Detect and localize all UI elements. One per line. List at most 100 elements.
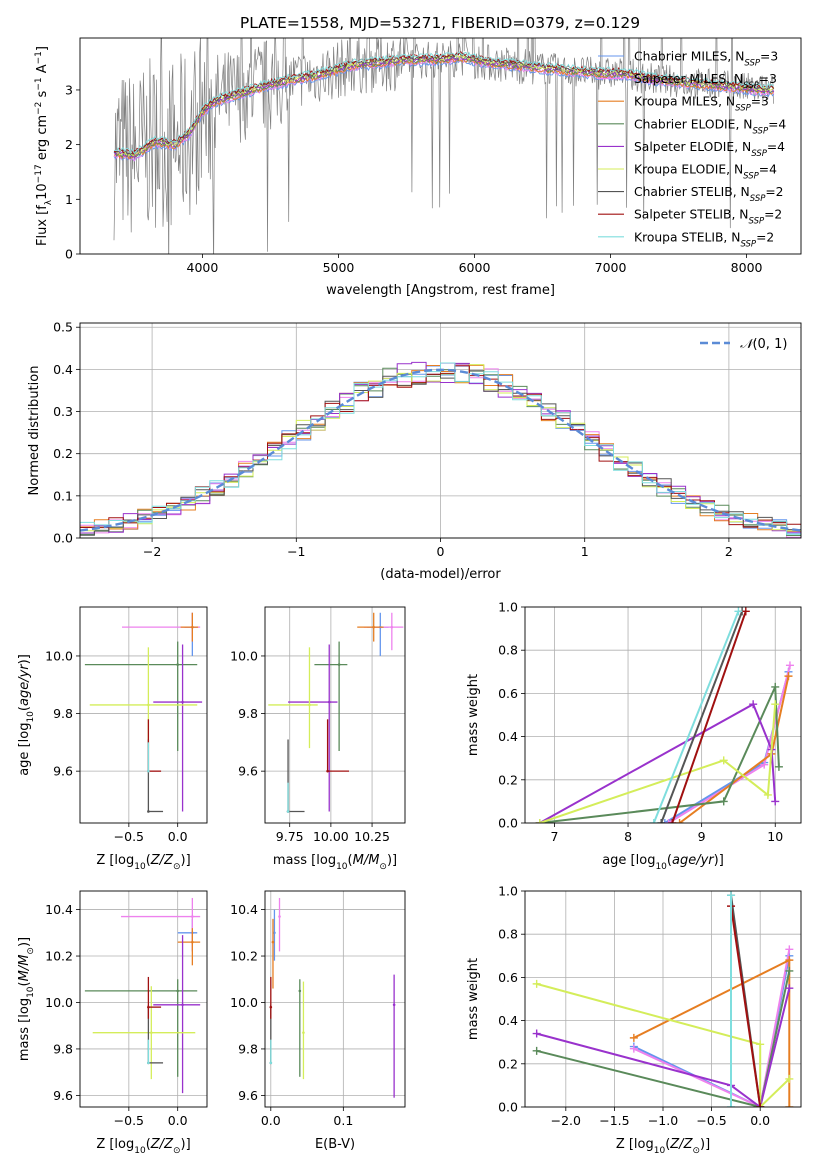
y-tick-label: 0.6 xyxy=(498,686,518,701)
legend-label-sub: SSP xyxy=(743,81,759,91)
x-axis-label-part: M/M xyxy=(353,853,380,868)
y-tick-label: 0.4 xyxy=(498,729,518,744)
x-axis-label-part: mass [log xyxy=(273,853,336,868)
legend-label-text: Salpeter MILES, N xyxy=(634,72,743,86)
x-axis-label-part: 10 xyxy=(336,862,348,872)
x-axis-label-part: Z [log xyxy=(96,853,134,868)
x-axis-label-part: wavelength [Angstrom, rest frame] xyxy=(326,283,555,298)
age_vs_mass-axes: 9.75 10.00 10.25 9.6 9.8 10.0 mass [log10(M/M⊙… xyxy=(230,606,406,872)
x-axis-label-part: ⊙ xyxy=(692,1146,700,1156)
x-axis-label-part: (data-model)/error xyxy=(380,567,501,582)
weight-marker xyxy=(719,797,728,806)
weight-marker xyxy=(727,1103,736,1107)
data-point xyxy=(273,931,276,935)
weight-marker xyxy=(741,607,750,616)
y-axis-label-part: A xyxy=(35,64,50,77)
legend-label: Kroupa STELIB, NSSP=2 xyxy=(634,230,774,249)
mass_vs_ebv-points xyxy=(269,897,396,1098)
plot-frame xyxy=(524,890,802,1108)
x-axis-label-part: age [log xyxy=(602,853,655,868)
y-tick-label: 10.0 xyxy=(230,648,258,663)
data-point xyxy=(278,915,281,918)
weight-marker xyxy=(675,819,684,823)
x-tick-label: −1.5 xyxy=(599,1113,629,1128)
data-point xyxy=(298,989,302,993)
weight-marker xyxy=(756,1040,765,1049)
x-tick-label: −2.0 xyxy=(551,1113,581,1128)
plot-frame xyxy=(79,890,208,1108)
y-axis-label: mass weight xyxy=(466,958,481,1040)
weight-marker xyxy=(727,891,736,900)
y-axis-label-part: )] xyxy=(17,654,32,664)
legend-label-value: =3 xyxy=(759,72,777,86)
weight-marker xyxy=(785,1074,794,1083)
model-spectrum-kroupa-stelib xyxy=(114,51,774,155)
data-point xyxy=(271,940,275,944)
y-axis-label-part: Normed distribution xyxy=(27,366,42,496)
x-axis-label: Z [log10(Z/Z⊙)] xyxy=(616,1137,710,1156)
legend-label-value: =3 xyxy=(760,50,778,64)
y-tick-label: 2 xyxy=(65,137,73,152)
x-tick-label: 0.0 xyxy=(261,1113,281,1128)
weight-line xyxy=(536,970,791,1107)
weight-marker xyxy=(784,672,793,681)
y-tick-label: 0.8 xyxy=(498,643,518,658)
legend-label: Chabrier ELODIE, NSSP=4 xyxy=(634,117,786,136)
x-axis-label-part: Z [log xyxy=(96,1137,134,1152)
y-tick-label: 0.2 xyxy=(498,772,518,787)
y-tick-label: 10.0 xyxy=(45,648,73,663)
x-axis-label-part: )] xyxy=(714,853,724,868)
y-axis-label-part: −2 xyxy=(34,102,44,115)
weight-line xyxy=(539,686,780,823)
legend-label-text: Chabrier STELIB, N xyxy=(634,185,750,199)
weight-line xyxy=(536,987,791,1107)
legend-label: Kroupa ELODIE, NSSP=4 xyxy=(634,163,777,182)
x-tick-label: −1.0 xyxy=(648,1113,678,1128)
legend-label: Salpeter ELODIE, NSSP=4 xyxy=(634,140,785,159)
weight-marker xyxy=(771,797,780,806)
y-axis-label-part: erg cm xyxy=(35,115,50,164)
legend-label-sub: SSP xyxy=(743,172,759,182)
y-tick-label: 1 xyxy=(65,192,73,207)
x-axis-label-part: Z/Z xyxy=(150,1137,174,1152)
y-tick-label: 9.8 xyxy=(53,1041,73,1056)
x-tick-label: 8 xyxy=(624,829,632,844)
x-axis-label: Z [log10(Z/Z⊙)] xyxy=(96,1137,190,1156)
y-axis-label: mass weight xyxy=(466,674,481,756)
x-tick-label: 6000 xyxy=(459,260,491,275)
y-axis-label-part: 10 xyxy=(26,986,36,998)
weight-marker xyxy=(785,984,794,993)
x-axis-label: wavelength [Angstrom, rest frame] xyxy=(326,283,555,298)
legend-label-value: =2 xyxy=(765,185,783,199)
data-point xyxy=(326,769,329,773)
residuals-data xyxy=(80,361,801,538)
x-tick-label: 0.0 xyxy=(168,829,188,844)
mass_vs_Z-points xyxy=(84,897,201,1094)
weight-marker xyxy=(660,819,669,823)
y-tick-label: 9.8 xyxy=(53,706,73,721)
y-tick-label: 0.0 xyxy=(498,1100,518,1115)
x-axis-label-part: ⊙ xyxy=(173,1146,181,1156)
weight-marker xyxy=(756,1103,765,1107)
age_vs_mass-points xyxy=(268,612,404,813)
y-axis-label-part: mass weight xyxy=(466,674,481,756)
plot-frame xyxy=(524,606,802,824)
x-axis-label: Z [log10(Z/Z⊙)] xyxy=(96,853,190,872)
age_vs_Z-points xyxy=(84,612,203,813)
x-axis-label: mass [log10(M/M⊙)] xyxy=(273,853,397,872)
x-axis-label-part: 10 xyxy=(134,1146,146,1156)
plot-frame xyxy=(79,37,802,255)
weight-marker xyxy=(785,1103,794,1107)
x-axis-label-part: Z/Z xyxy=(669,1137,693,1152)
legend-label-sub: SSP xyxy=(749,217,765,227)
x-axis-label-part: )] xyxy=(181,1137,191,1152)
x-axis-label-part: ( xyxy=(665,1137,670,1152)
weight-marker xyxy=(760,760,769,769)
weight_vs_age-series xyxy=(535,607,794,823)
x-axis-label-part: )] xyxy=(700,1137,710,1152)
x-axis-label-part: 10 xyxy=(655,862,667,872)
x-axis-label-part: ( xyxy=(667,853,672,868)
y-axis-label-part: λ xyxy=(44,199,54,205)
mass_vs_ebv-axes: 0.0 0.1 9.6 9.8 10.0 10.2 10.4 E(B-V) xyxy=(230,890,406,1152)
weight-marker xyxy=(774,762,783,771)
